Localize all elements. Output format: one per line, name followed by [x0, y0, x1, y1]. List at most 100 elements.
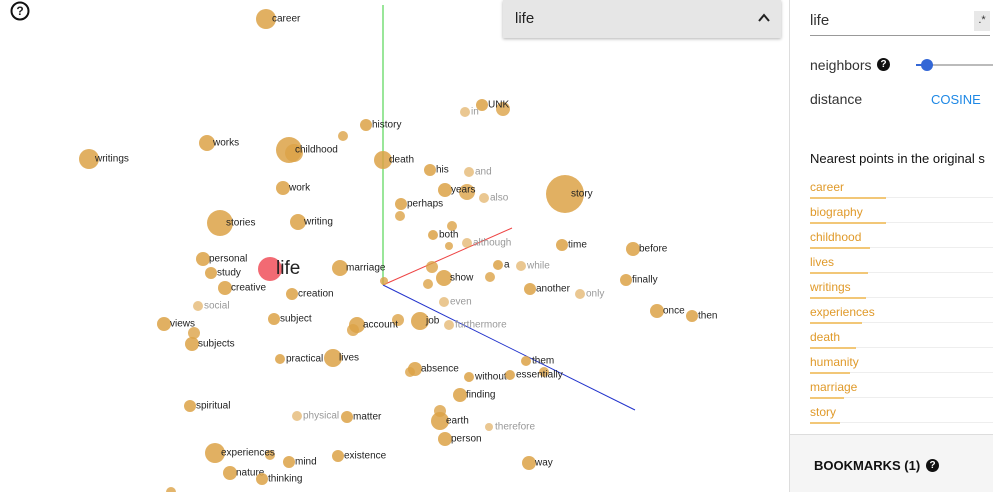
point[interactable]	[286, 288, 298, 300]
point[interactable]	[686, 310, 698, 322]
nearest-item[interactable]: childhood	[810, 230, 993, 252]
point[interactable]	[447, 221, 457, 231]
point[interactable]	[374, 151, 392, 169]
point[interactable]	[485, 272, 495, 282]
point[interactable]	[395, 211, 405, 221]
point[interactable]	[479, 193, 489, 203]
point[interactable]	[265, 450, 275, 460]
point[interactable]	[460, 107, 470, 117]
point[interactable]	[205, 267, 217, 279]
point[interactable]	[444, 320, 454, 330]
point[interactable]	[332, 450, 344, 462]
nearest-item[interactable]: humanity	[810, 355, 993, 377]
nearest-item[interactable]: experiences	[810, 305, 993, 327]
point[interactable]	[395, 198, 407, 210]
point[interactable]	[332, 260, 348, 276]
point[interactable]	[423, 279, 433, 289]
point[interactable]	[411, 312, 429, 330]
projection-plot[interactable]: ? career UNK in history works childhood writin…	[0, 0, 789, 492]
point[interactable]	[207, 210, 233, 236]
point[interactable]	[438, 183, 452, 197]
nearest-item[interactable]: writings	[810, 280, 993, 302]
point[interactable]	[258, 257, 282, 281]
chevron[interactable]	[757, 12, 771, 24]
nearest-item[interactable]: marriage	[810, 380, 993, 402]
point[interactable]	[516, 261, 526, 271]
nearest-item[interactable]: death	[810, 330, 993, 352]
bookmarks-help[interactable]: ?	[926, 459, 939, 472]
point[interactable]	[464, 167, 474, 177]
bar-track	[810, 422, 993, 423]
point[interactable]	[505, 370, 515, 380]
point[interactable]	[276, 137, 302, 163]
point[interactable]	[439, 297, 449, 307]
nearest-item[interactable]: lives	[810, 255, 993, 277]
point[interactable]	[620, 274, 632, 286]
bookmarks-title[interactable]: BOOKMARKS (1)	[814, 458, 921, 473]
point[interactable]	[275, 354, 285, 364]
point[interactable]	[196, 252, 210, 266]
help-icon[interactable]	[10, 1, 30, 21]
point[interactable]	[524, 283, 536, 295]
point[interactable]	[380, 277, 388, 285]
point[interactable]	[256, 9, 276, 29]
point[interactable]	[445, 242, 453, 250]
point[interactable]	[493, 260, 503, 270]
point[interactable]	[341, 411, 353, 423]
point[interactable]	[459, 184, 475, 200]
point[interactable]	[184, 400, 196, 412]
point[interactable]	[426, 261, 438, 273]
point[interactable]	[650, 304, 664, 318]
point[interactable]	[462, 238, 472, 248]
point[interactable]	[453, 388, 467, 402]
point[interactable]	[575, 289, 585, 299]
point[interactable]	[166, 487, 176, 492]
point[interactable]	[199, 135, 215, 151]
point[interactable]	[256, 473, 268, 485]
point[interactable]	[556, 239, 568, 251]
point[interactable]	[292, 411, 302, 421]
point[interactable]	[626, 242, 640, 256]
point[interactable]	[464, 372, 474, 382]
point[interactable]	[424, 164, 436, 176]
slider-knob[interactable]	[921, 59, 933, 71]
point[interactable]	[349, 317, 365, 333]
point[interactable]	[438, 432, 452, 446]
nearest-item[interactable]: biography	[810, 205, 993, 227]
point[interactable]	[476, 99, 488, 111]
search-input[interactable]: life	[810, 12, 830, 29]
point[interactable]	[392, 314, 404, 326]
point[interactable]	[338, 131, 348, 141]
regex-toggle[interactable]: .*	[974, 11, 990, 31]
distance-option[interactable]: COSINE	[931, 92, 981, 107]
point[interactable]	[428, 230, 438, 240]
point[interactable]	[408, 362, 422, 376]
point[interactable]	[218, 281, 232, 295]
point[interactable]	[485, 423, 493, 431]
point[interactable]	[496, 102, 510, 116]
point[interactable]	[546, 175, 584, 213]
point[interactable]	[223, 466, 237, 480]
neighbors-help[interactable]: ?	[877, 58, 890, 71]
point[interactable]	[290, 214, 306, 230]
point[interactable]	[185, 337, 199, 351]
point[interactable]	[521, 356, 531, 366]
point[interactable]	[157, 317, 171, 331]
point[interactable]	[360, 119, 372, 131]
point[interactable]	[188, 327, 200, 339]
help-icon-text[interactable]: ?	[16, 4, 23, 18]
point[interactable]	[268, 313, 280, 325]
point[interactable]	[193, 301, 203, 311]
point[interactable]	[436, 270, 452, 286]
point[interactable]	[283, 456, 295, 468]
point[interactable]	[276, 181, 290, 195]
point[interactable]	[205, 443, 225, 463]
point[interactable]	[539, 367, 549, 377]
point[interactable]	[522, 456, 536, 470]
search-dropdown[interactable]: life	[503, 0, 781, 38]
point[interactable]	[324, 349, 342, 367]
point[interactable]	[79, 149, 99, 169]
point[interactable]	[431, 412, 449, 430]
nearest-item[interactable]: career	[810, 180, 993, 202]
nearest-item[interactable]: story	[810, 405, 993, 427]
